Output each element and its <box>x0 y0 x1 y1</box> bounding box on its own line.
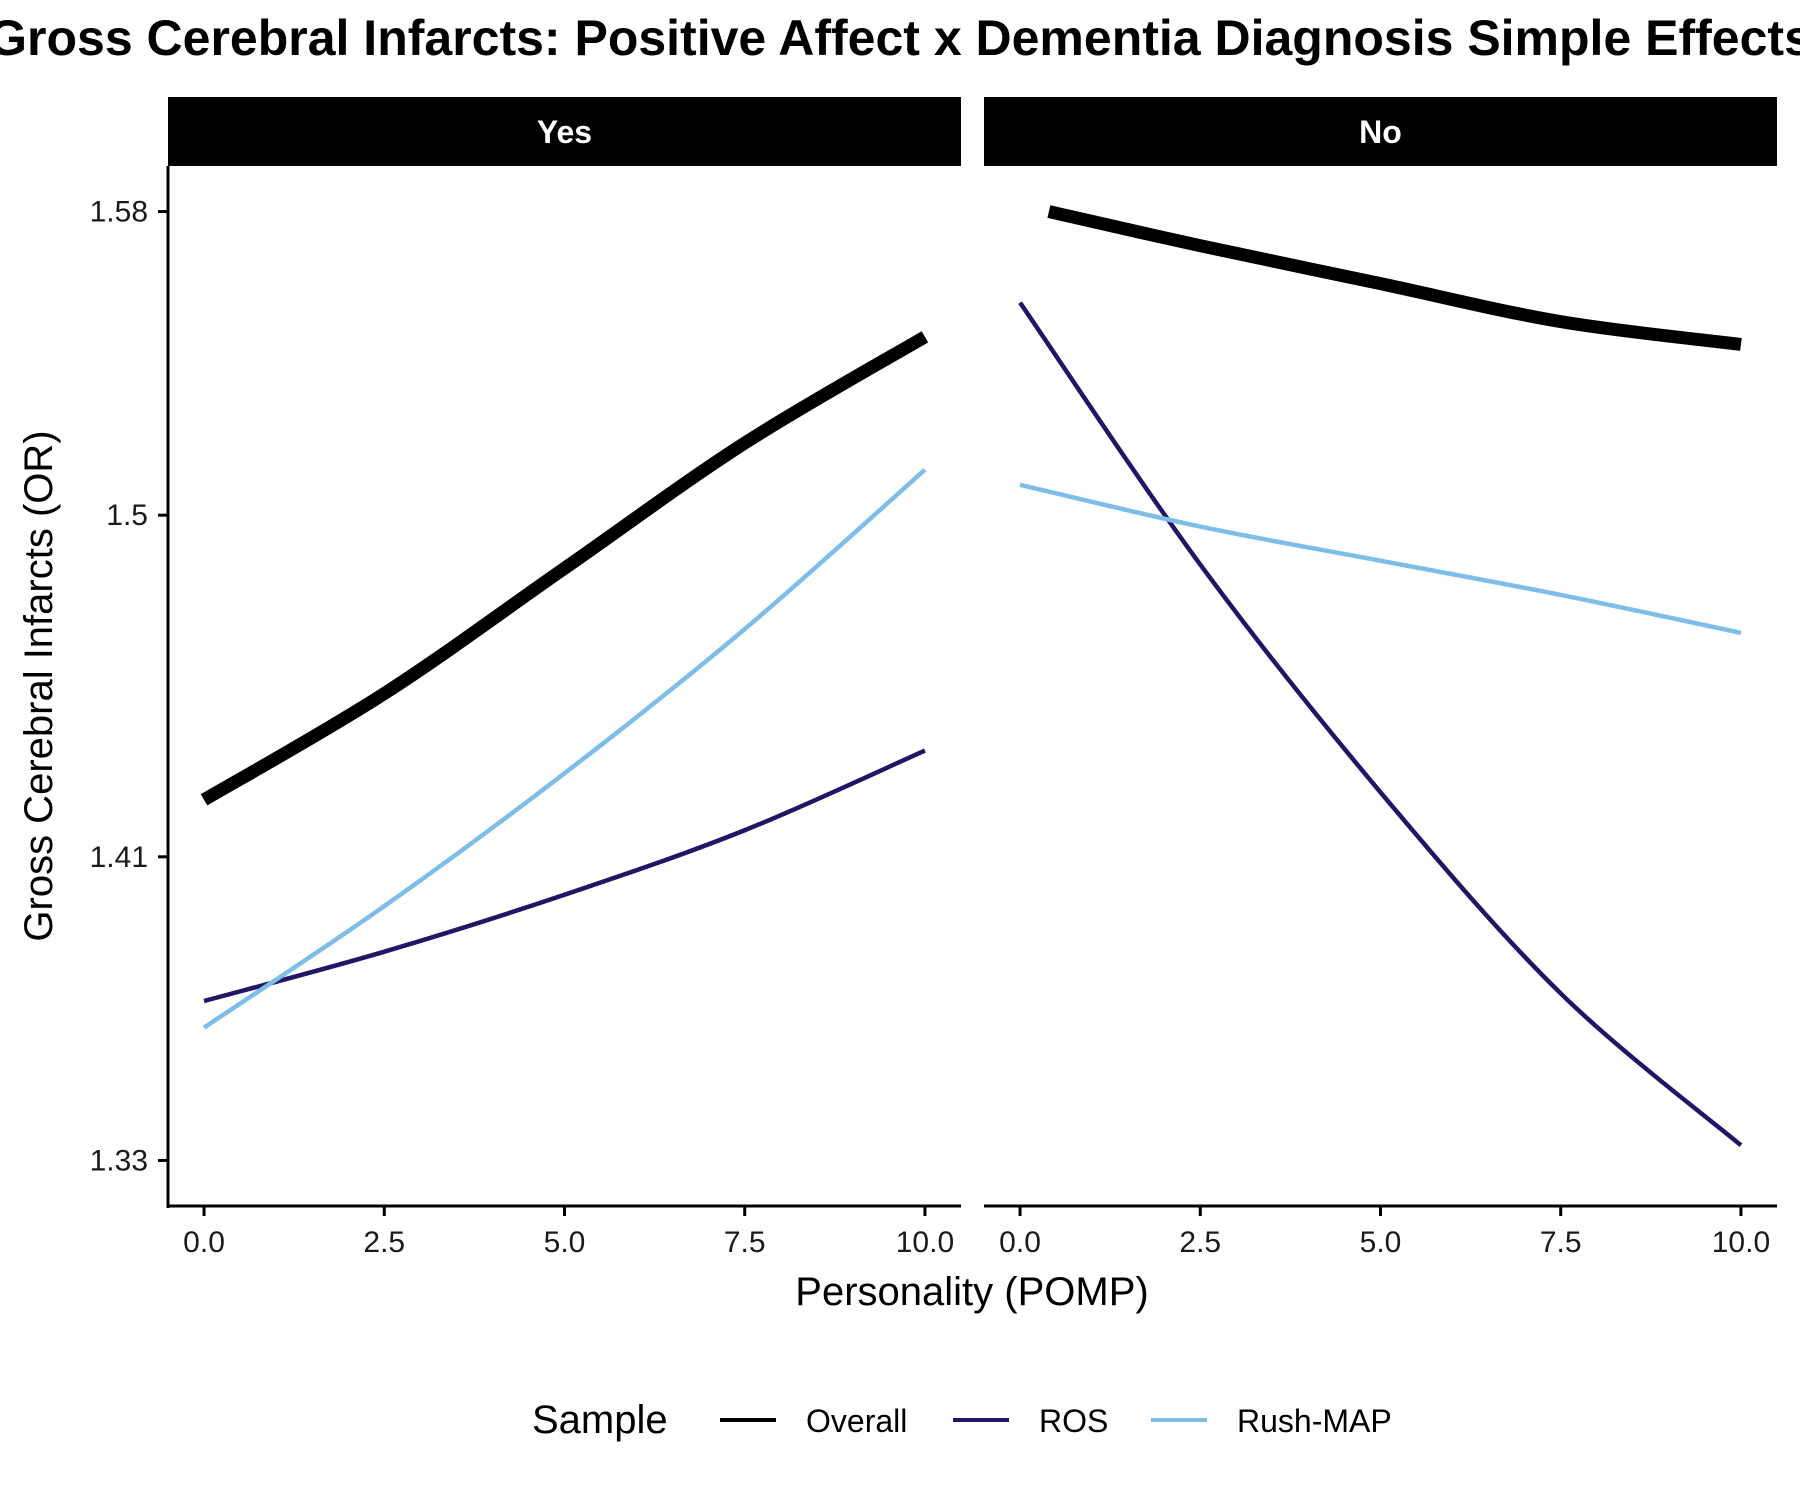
y-tick-label: 1.41 <box>90 841 148 874</box>
panel-yes <box>200 331 929 1030</box>
legend: Sample Overall ROS Rush-MAP <box>532 1398 1392 1442</box>
y-tick-label: 1.33 <box>90 1144 148 1177</box>
x-tick-label: 0.0 <box>183 1226 225 1259</box>
x-tick-label: 0.0 <box>999 1226 1041 1259</box>
x-tick-label: 5.0 <box>1360 1226 1402 1259</box>
x-tick-label: 10.0 <box>896 1226 954 1259</box>
series-line-overall-yes <box>200 331 929 806</box>
y-axis-title: Gross Cerebral Infarcts (OR) <box>17 430 61 941</box>
y-tick-label: 1.5 <box>106 499 148 532</box>
series-line-rush-map-no <box>1019 482 1742 636</box>
x-tick-label: 2.5 <box>1179 1226 1221 1259</box>
legend-title: Sample <box>532 1398 668 1442</box>
facet-label-yes: Yes <box>537 114 592 150</box>
series-line-ros-yes <box>203 748 926 1004</box>
y-axis-ticks: 1.33 1.41 1.5 1.58 <box>90 196 168 1177</box>
series-line-rush-map-yes <box>202 467 927 1030</box>
series-line-ros-no <box>1018 301 1743 1147</box>
facet-label-no: No <box>1359 114 1402 150</box>
panel-no <box>1018 205 1743 1147</box>
x-tick-label: 7.5 <box>1540 1226 1582 1259</box>
facet-strip-no <box>984 97 1777 166</box>
facet-strip-yes <box>168 97 961 166</box>
legend-label-ros: ROS <box>1039 1403 1108 1439</box>
series-line-overall-no <box>1047 205 1742 351</box>
x-tick-label: 5.0 <box>544 1226 586 1259</box>
chart-title: Gross Cerebral Infarcts: Positive Affect… <box>0 10 1800 66</box>
x-tick-label: 7.5 <box>724 1226 766 1259</box>
legend-label-rush-map: Rush-MAP <box>1237 1403 1392 1439</box>
x-axis-ticks: 0.0 2.5 5.0 7.5 10.0 0.0 2.5 5.0 7.5 10.0 <box>183 1206 1770 1259</box>
x-tick-label: 10.0 <box>1712 1226 1770 1259</box>
x-tick-label: 2.5 <box>363 1226 405 1259</box>
x-axis-title: Personality (POMP) <box>795 1270 1148 1314</box>
legend-label-overall: Overall <box>806 1403 907 1439</box>
y-tick-label: 1.58 <box>90 196 148 229</box>
